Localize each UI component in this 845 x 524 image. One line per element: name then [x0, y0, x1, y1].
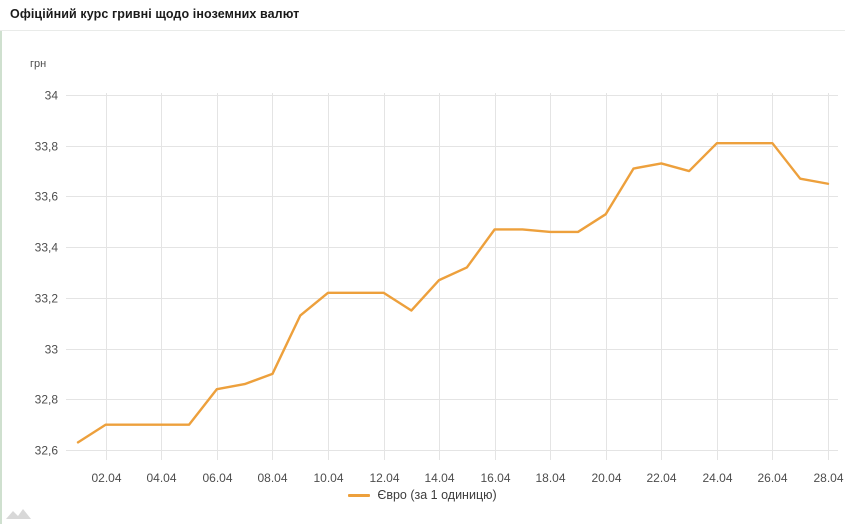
x-axis-tick: 06.04: [202, 471, 232, 485]
vertical-gridlines: [106, 93, 829, 460]
y-axis-tick: 33: [45, 343, 59, 357]
y-axis-tick: 34: [45, 89, 59, 103]
x-axis-tick: 16.04: [480, 471, 510, 485]
left-accent-rail: [0, 0, 2, 524]
y-axis-tick: 33,6: [35, 190, 59, 204]
x-axis-tick: 26.04: [757, 471, 787, 485]
x-axis-tick: 08.04: [257, 471, 287, 485]
x-axis-tick: 12.04: [369, 471, 399, 485]
y-axis-tick-labels: 34 33,8 33,6 33,4 33,2 33 32,8 32,6: [35, 89, 59, 458]
plot-area: 34 33,8 33,6 33,4 33,2 33 32,8 32,6 02.04 04.04 0…: [0, 31, 845, 524]
x-axis-tick: 04.04: [146, 471, 176, 485]
data-series-group: [76, 141, 830, 444]
y-axis-tick: 32,8: [35, 393, 59, 407]
x-axis-tick: 02.04: [91, 471, 121, 485]
y-axis-tick: 33,8: [35, 140, 59, 154]
y-axis-tick: 33,4: [35, 241, 59, 255]
series-line: [76, 141, 830, 444]
x-axis-tick: 20.04: [591, 471, 621, 485]
page-title: Офіційний курс гривні щодо іноземних вал…: [10, 7, 300, 21]
x-axis-tick: 10.04: [313, 471, 343, 485]
x-axis-tick-labels: 02.04 04.04 06.04 08.04 10.04 12.04 14.04 16.04…: [91, 471, 843, 485]
x-axis-tick: 28.04: [813, 471, 843, 485]
watermark-icon: [6, 509, 31, 519]
y-axis-unit-label: грн: [30, 58, 46, 70]
chart-title-bar: Офіційний курс гривні щодо іноземних вал…: [0, 0, 845, 31]
legend-color-swatch: [348, 493, 371, 497]
x-axis-tick: 24.04: [702, 471, 732, 485]
x-axis-tick: 14.04: [424, 471, 454, 485]
x-axis-tick: 18.04: [535, 471, 565, 485]
y-axis-tick: 32,6: [35, 444, 59, 458]
legend-item-label: Євро (за 1 одиницю): [377, 488, 497, 502]
y-axis-tick: 33,2: [35, 292, 59, 306]
chart-legend[interactable]: Євро (за 1 одиницю): [0, 482, 845, 508]
horizontal-gridlines: [66, 95, 838, 451]
x-axis-tick: 22.04: [646, 471, 676, 485]
